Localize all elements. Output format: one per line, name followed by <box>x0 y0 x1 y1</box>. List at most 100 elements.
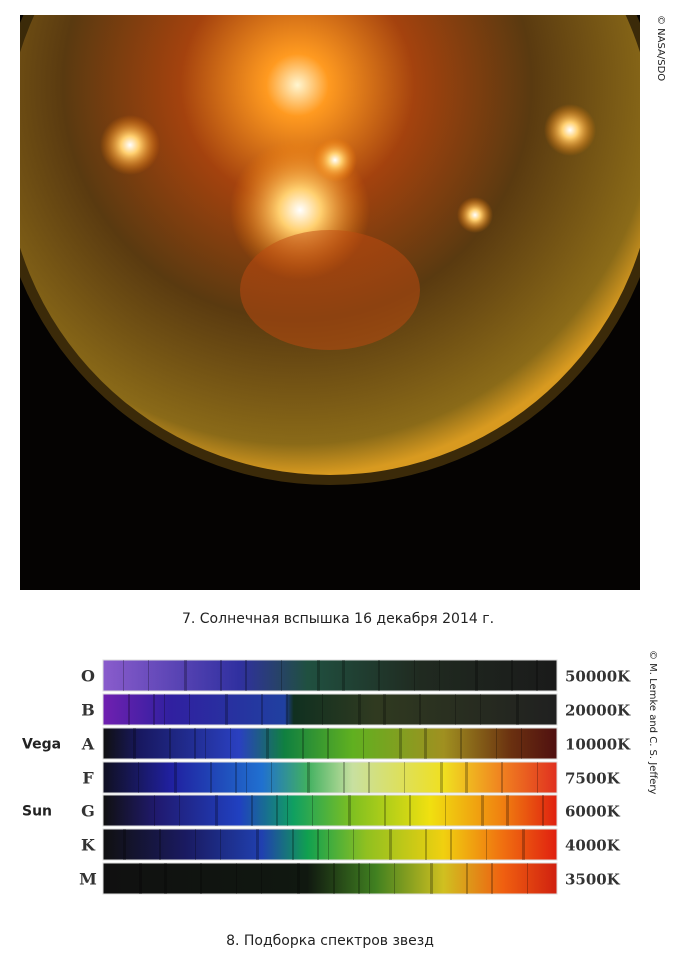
absorption-line <box>481 795 484 826</box>
absorption-line <box>184 660 187 691</box>
absorption-line <box>353 829 354 860</box>
absorption-line <box>164 863 167 894</box>
temperature: 7500K <box>565 770 621 788</box>
temperature: 4000K <box>565 837 621 855</box>
absorption-line <box>128 694 130 725</box>
absorption-line <box>194 728 196 759</box>
absorption-line <box>220 829 221 860</box>
absorption-line <box>460 728 462 759</box>
spectral-class: M <box>79 870 97 889</box>
caption: 7. Солнечная вспышка 16 декабря 2014 г. <box>182 611 494 627</box>
spectral-class: A <box>81 735 95 754</box>
absorption-line <box>169 728 171 759</box>
absorption-line <box>537 762 538 793</box>
absorption-line <box>424 728 427 759</box>
star-name: Vega <box>22 737 61 753</box>
absorption-line <box>527 863 528 894</box>
temperature: 10000K <box>565 736 631 754</box>
absorption-line <box>271 762 272 793</box>
absorption-line <box>322 694 323 725</box>
absorption-line <box>369 863 370 894</box>
absorption-line <box>281 660 282 691</box>
absorption-line <box>522 829 525 860</box>
absorption-line <box>333 863 335 894</box>
absorption-line <box>368 762 370 793</box>
absorption-line <box>506 795 509 826</box>
absorption-line <box>286 694 288 725</box>
absorption-line <box>383 694 386 725</box>
spectral-class: O <box>81 667 95 686</box>
absorption-line <box>404 762 405 793</box>
spectrum-band <box>102 794 558 827</box>
absorption-line <box>123 660 124 691</box>
absorption-line <box>440 762 443 793</box>
spectra-credit: © M. Lemke and C. S. Jeffery <box>647 650 658 795</box>
caption: 8. Подборка спектров звезд <box>226 933 434 949</box>
spectrum-band <box>102 862 558 895</box>
absorption-line <box>307 762 310 793</box>
absorption-line <box>154 795 155 826</box>
absorption-line <box>261 863 262 894</box>
absorption-line <box>256 829 259 860</box>
absorption-line <box>419 694 421 725</box>
absorption-line <box>200 863 202 894</box>
absorption-line <box>414 660 415 691</box>
absorption-line <box>342 660 345 691</box>
absorption-line <box>245 660 247 691</box>
absorption-line <box>276 795 278 826</box>
absorption-line <box>328 829 329 860</box>
absorption-line <box>297 863 300 894</box>
absorption-line <box>425 829 427 860</box>
temperature: 3500K <box>565 871 621 889</box>
absorption-line <box>394 863 395 894</box>
absorption-line <box>475 660 478 691</box>
spectrum-band <box>102 693 558 726</box>
absorption-line <box>327 728 329 759</box>
absorption-line <box>312 795 313 826</box>
spectra: O 50000K B 20000K A 10000K Vega F 7500K G 6000K Sun… <box>22 659 631 895</box>
absorption-line <box>358 863 360 894</box>
absorption-line <box>542 795 544 826</box>
spectral-class: G <box>81 802 95 821</box>
temperature: 6000K <box>565 803 621 821</box>
absorption-line <box>138 762 139 793</box>
spectrum-band <box>102 761 558 794</box>
absorption-line <box>215 795 218 826</box>
solar-flare-photo <box>20 15 640 590</box>
temperature: 50000K <box>565 668 631 686</box>
absorption-line <box>164 694 165 725</box>
absorption-line <box>480 694 481 725</box>
absorption-line <box>399 728 402 759</box>
absorption-line <box>455 694 456 725</box>
absorption-line <box>501 762 503 793</box>
absorption-line <box>491 863 493 894</box>
absorption-line <box>465 762 468 793</box>
absorption-line <box>266 728 269 759</box>
absorption-line <box>195 829 196 860</box>
absorption-line <box>246 762 247 793</box>
spectral-class: B <box>81 701 95 720</box>
spectrum-band <box>102 659 558 692</box>
spectrum-band <box>102 828 558 861</box>
absorption-line <box>430 863 433 894</box>
absorption-line <box>409 795 411 826</box>
absorption-line <box>450 829 452 860</box>
absorption-line <box>133 728 136 759</box>
absorption-line <box>292 829 294 860</box>
absorption-line <box>174 762 177 793</box>
spectrum-band <box>102 727 558 760</box>
absorption-line <box>317 829 319 860</box>
absorption-line <box>251 795 253 826</box>
absorption-line <box>302 728 304 759</box>
absorption-line <box>384 795 386 826</box>
absorption-line <box>287 795 288 826</box>
absorption-line <box>225 694 228 725</box>
star-name: Sun <box>22 804 52 820</box>
absorption-line <box>235 762 237 793</box>
absorption-line <box>358 694 361 725</box>
absorption-line <box>363 728 364 759</box>
absorption-line <box>261 694 263 725</box>
absorption-line <box>139 863 142 894</box>
absorption-line <box>521 728 522 759</box>
